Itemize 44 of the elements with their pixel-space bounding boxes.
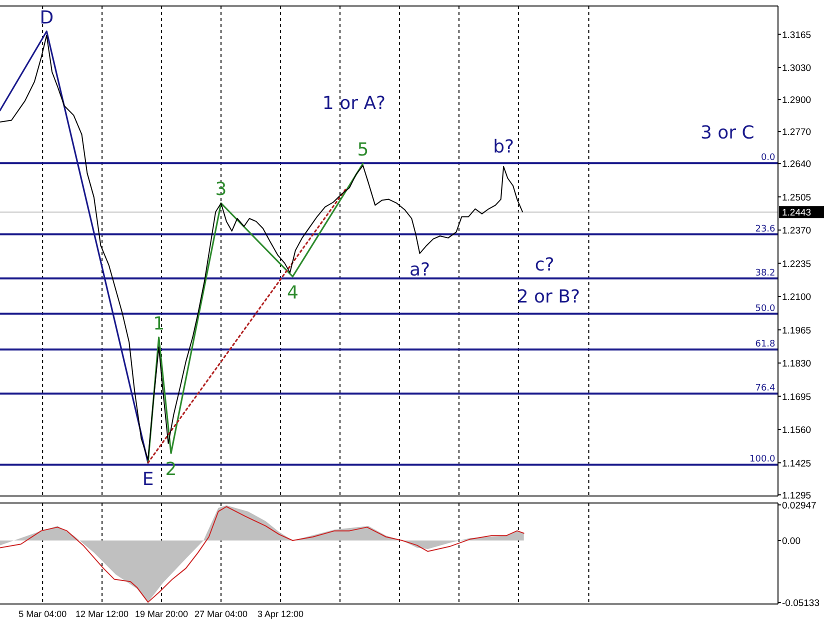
y-tick-label: 1.1560 [782,425,812,436]
annotation: 5 [357,140,369,161]
annotation: 76.4 [755,384,776,394]
y-tick-label: 1.2640 [782,159,812,170]
y-tick-label: 1.2900 [782,95,812,106]
y-tick-label: -0.05133 [782,598,820,610]
annotation: 23.6 [755,224,776,234]
y-tick-label: 1.2770 [782,127,812,138]
y-tick-label: 1.1425 [782,458,812,470]
y-tick-label: 1.2235 [782,258,812,270]
annotation: 2 [165,459,177,480]
annotation: 38.2 [755,268,776,278]
annotation: 1 or A? [322,92,386,114]
annotation: b? [493,136,514,158]
x-tick-label: 3 Apr 12:00 [257,609,304,619]
y-tick-label: 1.3165 [782,30,812,41]
x-tick-label: 27 Mar 04:00 [194,609,248,619]
y-tick-label: 1.1695 [782,392,812,403]
annotation: 1 [153,313,165,334]
x-tick-label: 12 Mar 12:00 [76,609,129,619]
y-tick-label: 1.2100 [782,292,812,304]
y-tick-label: 0.02947 [782,500,816,512]
y-tick-label: 1.3030 [782,63,812,74]
y-tick-label: 1.1295 [782,490,812,502]
annotation: a? [409,259,430,280]
x-tick-label: 19 Mar 20:00 [135,609,188,619]
annotation: E [142,468,154,490]
annotation: 4 [286,282,298,304]
ref-line-label: 1.2443 [782,208,812,219]
annotation: D [40,7,54,28]
annotation: 2 or B? [516,286,580,308]
annotation: 3 [215,179,227,200]
annotation: 0.0 [760,153,776,164]
x-tick-label: 5 Mar 04:00 [18,609,67,619]
y-tick-label: 0.00 [782,536,800,547]
annotation: 61.8 [755,339,776,350]
annotation: 50.0 [755,304,776,314]
y-tick-label: 1.1965 [782,325,812,336]
y-tick-label: 1.1830 [782,358,812,370]
y-tick-label: 1.2370 [782,226,812,237]
annotation: 100.0 [750,454,776,465]
y-tick-label: 1.2505 [782,192,812,204]
annotation: c? [534,254,554,276]
annotation: 3 or C [700,122,754,144]
